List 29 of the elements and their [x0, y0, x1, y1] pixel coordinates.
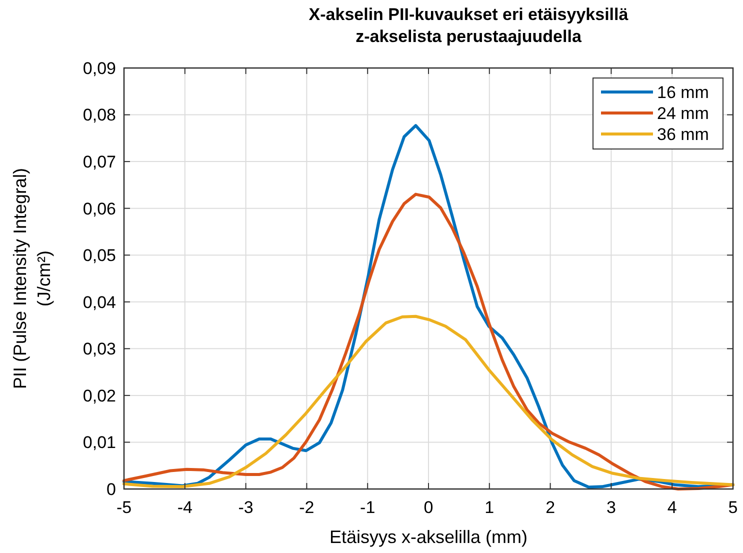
x-tick-label: -3	[238, 498, 254, 517]
y-tick-label: 0,07	[82, 152, 116, 172]
legend-label: 24 mm	[657, 104, 709, 123]
legend-label: 16 mm	[657, 82, 709, 102]
x-tick-label: 0	[424, 498, 434, 517]
x-tick-label: 5	[728, 498, 738, 517]
x-tick-label: 1	[484, 498, 494, 517]
y-tick-label: 0,05	[82, 246, 116, 266]
x-tick-label: 3	[606, 498, 616, 517]
y-tick-label: 0,08	[82, 106, 116, 125]
x-tick-label: -1	[360, 498, 376, 517]
y-tick-label: 0,04	[82, 292, 116, 312]
x-tick-label: 4	[667, 498, 677, 517]
y-axis-title: PII (Pulse Intensity Integral) (J/cm²)	[10, 168, 54, 390]
line-series	[122, 192, 734, 490]
y-tick-label: 0,09	[82, 58, 116, 78]
y-tick-label: 0,01	[82, 433, 116, 452]
x-tick-label: -4	[177, 498, 192, 517]
y-tick-label: 0,02	[82, 386, 116, 406]
x-axis-title: Etäisyys x-akselilla (mm)	[329, 527, 528, 547]
x-tick-label: 2	[546, 498, 556, 517]
x-tick-label: -5	[116, 498, 132, 517]
chart-title: X-akselin PII-kuvaukset eri etäisyyksillä z-akselista perustaajuudella	[308, 5, 629, 46]
legend-label: 36 mm	[657, 124, 709, 144]
y-tick-label: 0,03	[82, 340, 116, 359]
y-tick-label: 0,06	[82, 199, 116, 218]
line-series	[122, 314, 734, 488]
x-tick-label: -2	[299, 498, 314, 517]
y-tick-label: 0	[106, 480, 116, 499]
